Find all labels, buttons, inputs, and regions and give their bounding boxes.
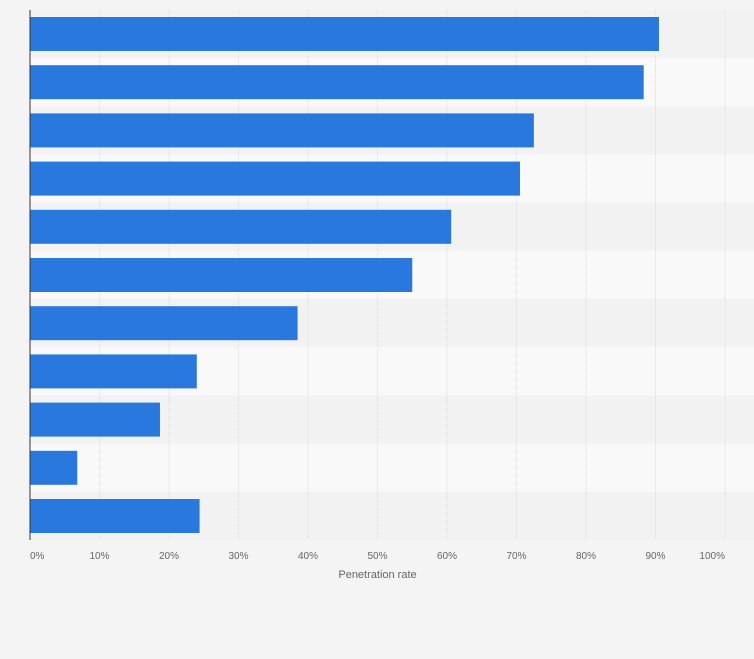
bar[interactable] — [30, 450, 78, 485]
x-tick-label: 50% — [367, 551, 387, 562]
bar[interactable] — [30, 209, 452, 244]
bar[interactable] — [30, 113, 534, 148]
x-tick-label: 10% — [89, 551, 109, 562]
bar[interactable] — [30, 17, 659, 51]
x-tick-label: 90% — [645, 551, 665, 562]
bars — [30, 17, 659, 533]
bar[interactable] — [30, 354, 197, 389]
row-band — [30, 443, 754, 492]
bar[interactable] — [30, 161, 520, 196]
x-axis-title: Penetration rate — [338, 569, 416, 581]
x-tick-label: 0% — [30, 551, 45, 562]
x-tick-label: 60% — [437, 551, 457, 562]
bar[interactable] — [30, 306, 298, 341]
x-tick-label: 100% — [699, 551, 725, 562]
x-tick-label: 40% — [298, 551, 318, 562]
x-tick-label: 20% — [159, 551, 179, 562]
bar[interactable] — [30, 258, 413, 292]
x-tick-label: 80% — [576, 551, 596, 562]
bar[interactable] — [30, 499, 200, 533]
x-tick-label: 70% — [506, 551, 526, 562]
x-axis-tick-labels: 0% 10% 20% 30% 40% 50% 60% 70% 80% 90% 100% — [30, 551, 725, 562]
bar[interactable] — [30, 65, 644, 100]
x-tick-label: 30% — [228, 551, 248, 562]
bar[interactable] — [30, 402, 160, 437]
